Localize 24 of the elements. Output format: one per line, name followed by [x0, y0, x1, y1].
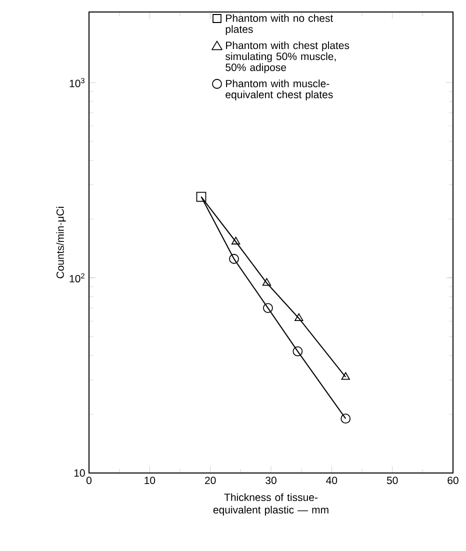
x-tick-label: 50 [386, 476, 398, 484]
legend-label: Phantom with chest plates simulating 50% muscle, 50% adipose [226, 41, 350, 74]
x-tick-label: 0 [86, 476, 92, 484]
point [231, 236, 240, 244]
x-tick-label: 30 [266, 476, 276, 484]
y-axis-title: Counts/min·μCi [56, 206, 66, 278]
point [262, 278, 272, 286]
point [196, 192, 206, 202]
point [340, 414, 351, 424]
point [292, 346, 303, 356]
x-tick-label: 20 [205, 476, 216, 484]
x-axis-title: Thickness of tissue-equivalent plastic — mm [213, 493, 328, 516]
legend-label: Phantom with no chest plates [226, 14, 334, 35]
legend-label: Phantom with muscle-equivalent chest plates [226, 80, 333, 100]
y-tick-label: 10$^{2}$ [70, 273, 84, 282]
y-tick-label: 10$^{3}$ [70, 78, 84, 88]
point [294, 313, 304, 322]
x-tick-label: 10 [144, 476, 156, 484]
x-tick-label: 60 [448, 476, 458, 484]
point [341, 372, 350, 380]
point [229, 254, 239, 264]
y-tick-label: 10 [74, 469, 85, 477]
point [263, 303, 273, 313]
x-tick-label: 40 [326, 476, 338, 484]
